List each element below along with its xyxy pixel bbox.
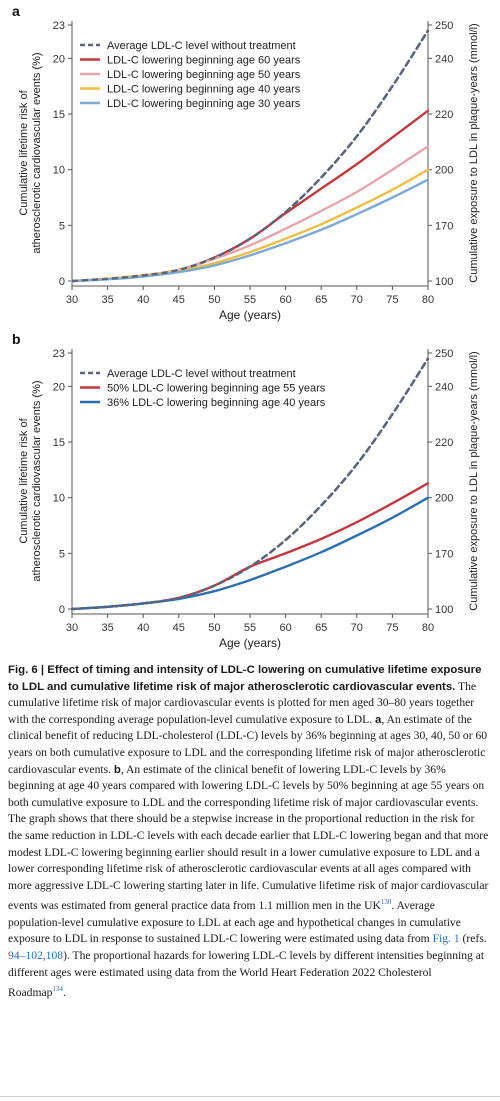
series-line-dashed	[71, 357, 430, 611]
y-axis-label-left: Cumulative lifetime risk of atherosclerot…	[18, 380, 43, 581]
y-tick-label-left: 20	[53, 381, 65, 393]
caption-text-6: ). The proportional hazards for lowering…	[8, 948, 485, 999]
x-tick-label: 80	[422, 294, 434, 306]
y-tick-label-right: 100	[435, 604, 453, 616]
y-tick-label-right: 220	[435, 437, 453, 449]
series-line	[70, 482, 430, 611]
x-tick-label: 75	[386, 622, 398, 634]
y-tick-label-left: 10	[53, 165, 65, 177]
legend-label: LDL-C lowering beginning age 50 years	[107, 69, 301, 81]
y-tick-label-left: 23	[53, 20, 65, 32]
series-line	[70, 496, 430, 611]
x-tick-label: 55	[244, 294, 256, 306]
y-tick-label-left: 15	[53, 109, 65, 121]
x-tick-label: 60	[279, 622, 291, 634]
y-axis-label-left-line: Cumulative lifetime risk of	[18, 89, 30, 215]
x-tick-label: 45	[173, 294, 185, 306]
x-tick-label: 35	[101, 622, 113, 634]
y-tick-label-left: 10	[53, 493, 65, 505]
caption-text-1: The cumulative lifetime risk of major ca…	[8, 679, 477, 726]
y-tick-label-right: 240	[435, 381, 453, 393]
legend-label: 50% LDL-C lowering beginning age 55 year…	[107, 383, 326, 395]
x-tick-label: 30	[66, 622, 78, 634]
y-tick-label-right: 100	[435, 276, 453, 288]
y-tick-label-left: 23	[53, 348, 65, 360]
y-tick-label-left: 5	[59, 548, 65, 560]
figure-caption: Fig. 6 | Effect of timing and intensity …	[8, 662, 490, 1002]
caption-label-b: b	[113, 763, 121, 776]
y-tick-label-right: 200	[435, 493, 453, 505]
caption-text-4: . Average population-level cumulative ex…	[8, 899, 461, 946]
legend-label: LDL-C lowering beginning age 40 years	[107, 84, 301, 96]
caption-title: Fig. 6 | Effect of timing and intensity …	[8, 664, 482, 693]
legend-label: LDL-C lowering beginning age 30 years	[107, 98, 301, 110]
chart-panel-b: b 0 5 10 15 20 23 100 170 200 220 240 250 30 35 40 45 50 5…	[12, 331, 480, 650]
references-link[interactable]: 94–102,108	[8, 948, 64, 962]
series-line	[70, 178, 430, 283]
y-tick-label-left: 0	[59, 276, 65, 288]
y-axis-label-right: Cumulative exposure to LDL in plaque-yea…	[468, 351, 480, 610]
caption-text-5: (refs.	[459, 932, 487, 946]
x-tick-label: 35	[101, 294, 113, 306]
y-tick-label-right: 250	[435, 20, 453, 32]
x-tick-label: 55	[244, 622, 256, 634]
y-axis-label-left-line: atherosclerotic cardiovascular events (%…	[31, 380, 43, 581]
x-axis-label: Age (years)	[219, 636, 281, 650]
caption-text-7: .	[62, 986, 66, 999]
figure-reference-link[interactable]: Fig. 1	[432, 932, 460, 946]
y-tick-label-left: 0	[59, 604, 65, 616]
x-tick-label: 40	[137, 622, 149, 634]
series-line-dashed	[71, 29, 430, 283]
x-tick-label: 70	[351, 622, 363, 634]
x-tick-label: 60	[279, 294, 291, 306]
legend-label: Average LDL-C level without treatment	[107, 40, 296, 52]
y-tick-label-right: 250	[435, 348, 453, 360]
x-tick-label: 40	[137, 294, 149, 306]
y-tick-label-right: 240	[435, 53, 453, 65]
caption-text-3: , An estimate of the clinical benefit of…	[8, 762, 489, 913]
y-axis-label-right: Cumulative exposure to LDL in plaque-yea…	[468, 23, 480, 282]
y-tick-label-left: 5	[59, 220, 65, 232]
caption-label-a: a	[375, 713, 382, 726]
x-axis-label: Age (years)	[219, 308, 281, 322]
page-divider	[0, 1096, 500, 1097]
y-axis-label-left: Cumulative lifetime risk of atherosclerot…	[18, 52, 43, 253]
y-axis-label-left-line: atherosclerotic cardiovascular events (%…	[31, 52, 43, 253]
panel-label: b	[12, 331, 21, 347]
citation-superscript[interactable]: 130	[380, 898, 392, 907]
series-line	[70, 168, 430, 283]
legend-label: Average LDL-C level without treatment	[107, 368, 296, 380]
x-tick-label: 75	[386, 294, 398, 306]
x-tick-label: 30	[66, 294, 78, 306]
y-tick-label-right: 200	[435, 165, 453, 177]
x-tick-label: 45	[173, 622, 185, 634]
x-tick-label: 65	[315, 622, 327, 634]
y-tick-label-right: 170	[435, 220, 453, 232]
x-tick-label: 50	[208, 294, 220, 306]
panel-label: a	[12, 3, 20, 19]
y-tick-label-right: 170	[435, 548, 453, 560]
legend-label: 36% LDL-C lowering beginning age 40 year…	[107, 397, 326, 409]
x-tick-label: 50	[208, 622, 220, 634]
x-tick-label: 70	[351, 294, 363, 306]
citation-superscript[interactable]: 134	[52, 985, 63, 994]
series-line	[70, 145, 430, 283]
legend-label: LDL-C lowering beginning age 60 years	[107, 55, 301, 67]
y-tick-label-right: 220	[435, 109, 453, 121]
caption-text-2: , An estimate of the clinical benefit of…	[8, 712, 488, 776]
y-axis-label-left-line: Cumulative lifetime risk of	[18, 417, 30, 543]
y-tick-label-left: 20	[53, 53, 65, 65]
x-tick-label: 80	[422, 622, 434, 634]
chart-panel-a: a 0 5 10 15 20 23 100 170 200 220 240 250 30 35 40 45 50 5…	[12, 3, 480, 322]
y-tick-label-left: 15	[53, 437, 65, 449]
x-tick-label: 65	[315, 294, 327, 306]
